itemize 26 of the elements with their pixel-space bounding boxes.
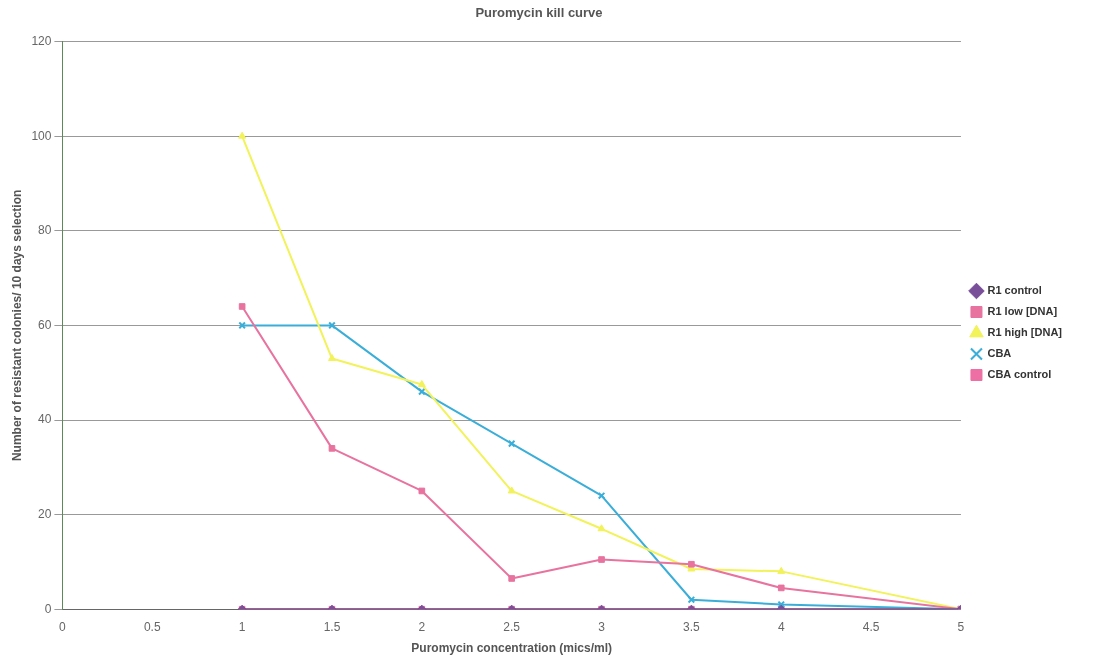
y-tick-label: 100 bbox=[31, 128, 52, 143]
y-tick-label: 40 bbox=[38, 412, 52, 427]
legend-label: R1 high [DNA] bbox=[987, 326, 1063, 339]
x-tick-label: 0.5 bbox=[143, 619, 161, 634]
x-tick-label: 3.5 bbox=[683, 619, 701, 634]
legend-label: CBA control bbox=[987, 368, 1052, 381]
x-axis-title: Puromycin concentration (mics/ml) bbox=[411, 641, 613, 656]
x-tick-label: 4 bbox=[777, 619, 785, 634]
y-tick-label: 0 bbox=[44, 601, 52, 616]
x-tick-label: 2 bbox=[418, 619, 426, 634]
y-tick-label: 20 bbox=[38, 506, 52, 521]
x-tick-label: 2.5 bbox=[503, 619, 521, 634]
x-tick-label: 1.5 bbox=[323, 619, 341, 634]
chart-title: Puromycin kill curve bbox=[475, 5, 603, 21]
x-tick-label: 4.5 bbox=[862, 619, 880, 634]
legend-label: R1 control bbox=[987, 284, 1042, 297]
y-tick-label: 60 bbox=[38, 317, 52, 332]
x-tick-label: 1 bbox=[238, 619, 246, 634]
x-tick-label: 5 bbox=[957, 619, 965, 634]
x-tick-label: 3 bbox=[598, 619, 606, 634]
y-tick-label: 80 bbox=[38, 223, 52, 238]
x-tick-label: 0 bbox=[59, 619, 67, 634]
y-axis-title: Number of resistant colonies/ 10 days selection bbox=[9, 189, 24, 462]
legend-label: CBA bbox=[987, 347, 1012, 360]
y-tick-label: 120 bbox=[31, 33, 52, 48]
legend-label: R1 low [DNA] bbox=[987, 305, 1058, 318]
